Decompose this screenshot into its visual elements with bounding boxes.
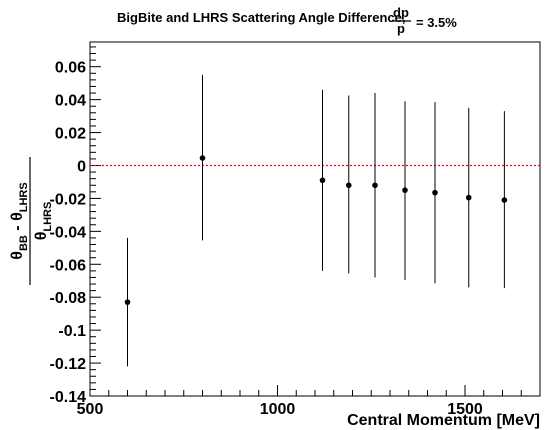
x-tick-label: 1000 (260, 401, 296, 418)
plot-frame (89, 41, 541, 397)
x-axis: 500 1000 1500 (77, 385, 522, 418)
y-tick-label: -0.12 (50, 356, 87, 373)
data-point (432, 189, 438, 196)
title-fraction-numerator: dp (393, 5, 409, 20)
y-axis-title: θBB - θLHRS θLHRS (9, 157, 54, 285)
y-tick-label: 0.06 (55, 60, 86, 77)
title-fraction-denominator: p (397, 21, 405, 36)
y-tick-label: -0.04 (50, 224, 87, 241)
x-tick-label: 500 (77, 401, 104, 418)
data-point (199, 155, 206, 161)
y-axis: -0.14 -0.12 -0.1 -0.08 -0.06 -0.04 -0.02 0 0.02 0… (50, 46, 101, 406)
y-tick-label: -0.14 (50, 389, 87, 406)
y-axis-title-denominator: θLHRS (33, 202, 54, 241)
x-tick-label: 1500 (447, 401, 483, 418)
y-tick-label: -0.06 (50, 257, 87, 274)
x-axis-title: Central Momentum [MeV] (347, 412, 540, 429)
chart-title: BigBite and LHRS Scattering Angle Differ… (117, 10, 405, 25)
y-axis-title-numerator: θBB - θLHRS (9, 182, 30, 259)
y-tick-label: 0.04 (55, 93, 86, 110)
chart-title-group: BigBite and LHRS Scattering Angle Differ… (117, 5, 457, 36)
chart-title-suffix: = 3.5% (416, 15, 457, 30)
y-tick-label: -0.08 (50, 290, 87, 307)
y-tick-label: -0.02 (50, 191, 87, 208)
data-point (501, 197, 508, 203)
y-tick-label: 0 (77, 158, 86, 175)
data-point (372, 182, 378, 189)
data-point (402, 187, 408, 193)
data-points (124, 74, 508, 367)
data-point (345, 182, 352, 189)
y-tick-label: -0.1 (58, 323, 86, 340)
data-point (124, 299, 131, 305)
y-tick-label: 0.02 (55, 126, 86, 143)
data-point (319, 177, 326, 184)
data-point (465, 194, 472, 201)
